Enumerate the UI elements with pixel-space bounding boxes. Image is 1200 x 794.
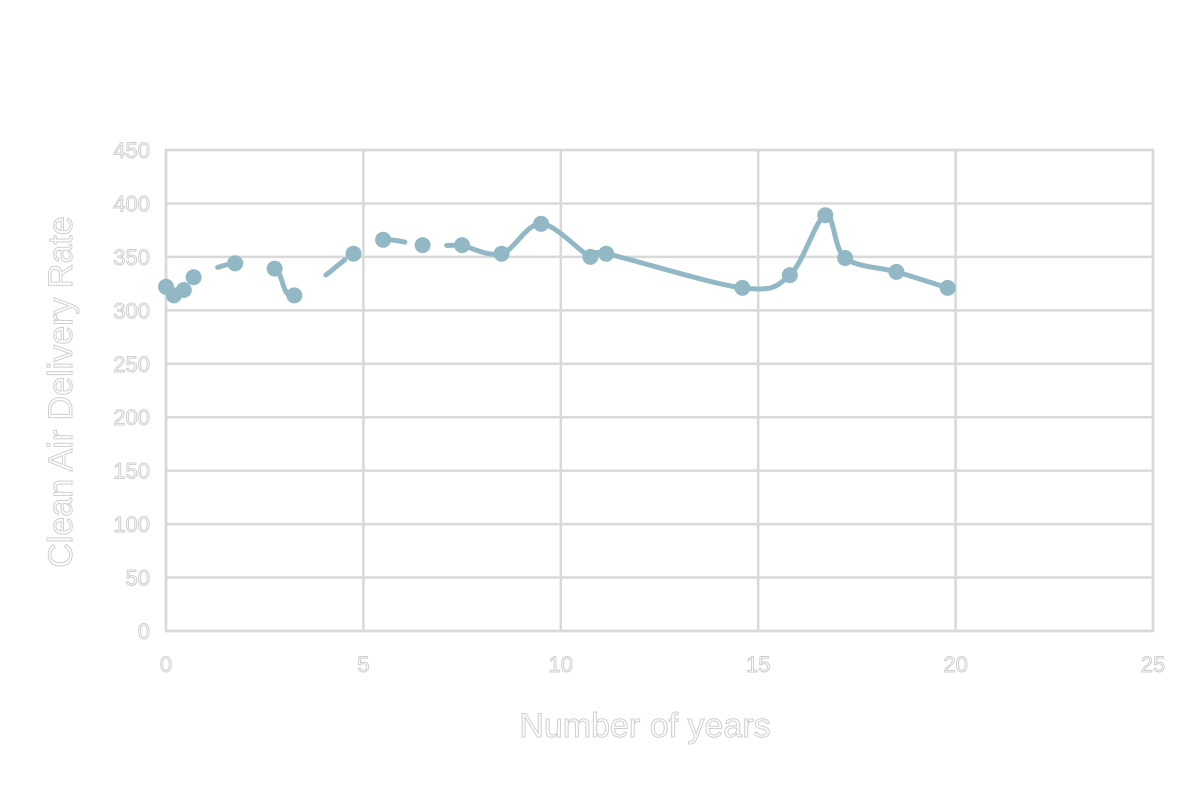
data-point [817, 207, 834, 224]
data-point [227, 255, 244, 272]
data-point [266, 260, 283, 277]
y-tick-label: 100 [113, 512, 150, 537]
tick-labels: 0 50 100 150 200 250 300 350 400 450 0 5 10 15 20 25 [113, 138, 1166, 678]
data-point [781, 267, 798, 284]
series [158, 207, 956, 304]
x-tick-label: 0 [160, 652, 172, 677]
data-point [175, 282, 192, 298]
y-tick-label: 400 [113, 191, 150, 216]
y-tick-label: 200 [113, 405, 150, 430]
data-point [185, 269, 202, 286]
x-tick-label: 20 [943, 652, 967, 677]
grid [164, 148, 1155, 633]
data-point [286, 287, 303, 304]
data-point [734, 279, 751, 296]
y-tick-label: 250 [113, 352, 150, 377]
data-point [493, 245, 510, 262]
data-point [375, 231, 392, 248]
y-tick-label: 350 [113, 245, 150, 270]
data-point [345, 245, 362, 262]
y-tick-label: 0 [138, 619, 150, 644]
data-point [414, 237, 431, 254]
y-tick-label: 150 [113, 459, 150, 484]
data-point [533, 215, 550, 232]
y-tick-label: 450 [113, 138, 150, 163]
x-tick-label: 5 [357, 652, 369, 677]
y-tick-label: 300 [113, 298, 150, 323]
data-point [939, 279, 956, 296]
data-point [582, 248, 599, 265]
x-tick-label: 10 [549, 652, 573, 677]
data-point [598, 245, 615, 262]
data-point [888, 263, 905, 280]
data-point [837, 250, 854, 266]
data-point [454, 237, 471, 254]
y-tick-label: 50 [126, 566, 150, 591]
x-tick-label: 15 [746, 652, 770, 677]
x-tick-label: 25 [1141, 652, 1165, 677]
y-axis-title: Clean Air Delivery Rate [42, 216, 80, 567]
x-axis-title: Number of years [519, 707, 770, 745]
plot-area [164, 148, 1155, 633]
